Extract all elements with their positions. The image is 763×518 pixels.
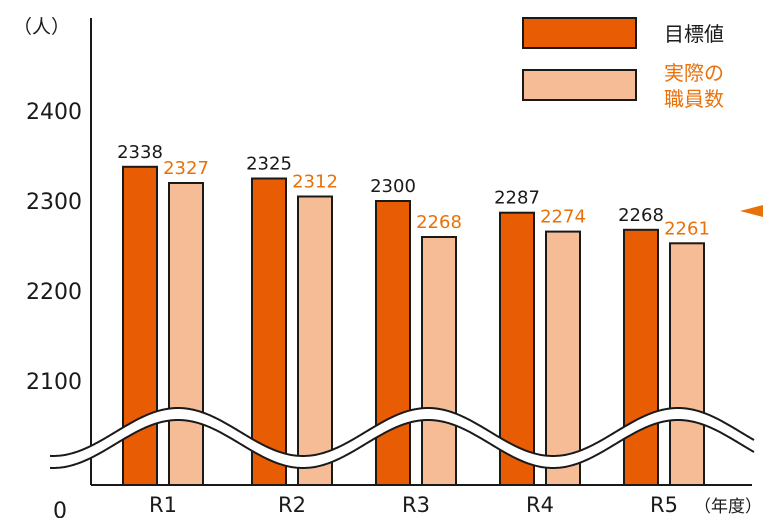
y-tick-label: 0 bbox=[53, 499, 67, 518]
legend-label-actual: 実際の職員数 bbox=[664, 61, 724, 111]
legend-label-line: 実際の bbox=[664, 61, 724, 85]
bars bbox=[122, 165, 705, 487]
legend-swatch-target bbox=[522, 17, 637, 49]
x-tick-label: R5 bbox=[650, 493, 678, 517]
data-label-target: 2268 bbox=[618, 205, 664, 226]
bar-target bbox=[375, 200, 411, 486]
data-label-actual: 2261 bbox=[664, 218, 710, 239]
labels: 23382327R123252312R223002268R322872274R4… bbox=[117, 142, 762, 517]
axis-break-line-upper bbox=[49, 406, 755, 457]
data-label-actual: 2327 bbox=[163, 158, 209, 179]
bar-target bbox=[251, 177, 287, 486]
marker-arrow-icon bbox=[740, 205, 763, 217]
y-tick-label: 2400 bbox=[26, 100, 82, 125]
axis-break-line-lower bbox=[49, 418, 755, 469]
data-label-target: 2325 bbox=[246, 154, 292, 175]
data-label-actual: 2268 bbox=[416, 212, 462, 233]
bar-actual bbox=[297, 195, 333, 486]
bar-target bbox=[623, 228, 659, 486]
legend-label-line: 職員数 bbox=[664, 87, 724, 111]
data-label-target: 2300 bbox=[370, 176, 416, 197]
x-tick-label: R4 bbox=[526, 493, 554, 517]
data-label-actual: 2274 bbox=[540, 207, 586, 228]
y-tick-label: 2100 bbox=[26, 370, 82, 395]
x-axis-unit: （年度） bbox=[694, 497, 762, 517]
bar-actual bbox=[545, 230, 581, 486]
y-tick-label: 2200 bbox=[26, 280, 82, 305]
legend-label-line: 目標値 bbox=[664, 22, 724, 46]
bar-actual bbox=[168, 182, 204, 486]
data-label-target: 2338 bbox=[117, 142, 163, 163]
axis-break-band bbox=[50, 408, 754, 468]
legend-swatch-actual bbox=[522, 69, 637, 101]
x-tick-label: R2 bbox=[278, 493, 306, 517]
data-label-target: 2287 bbox=[494, 188, 540, 209]
bar-target bbox=[499, 211, 535, 486]
y-axis-unit: （人） bbox=[13, 16, 70, 38]
axis-break bbox=[49, 406, 755, 469]
bar-actual bbox=[421, 236, 457, 486]
bar-actual bbox=[669, 242, 705, 486]
y-tick-label: 2300 bbox=[26, 190, 82, 215]
data-label-actual: 2312 bbox=[292, 172, 338, 193]
x-tick-label: R3 bbox=[402, 493, 430, 517]
x-tick-label: R1 bbox=[149, 493, 177, 517]
legend-label-target: 目標値 bbox=[664, 22, 724, 46]
